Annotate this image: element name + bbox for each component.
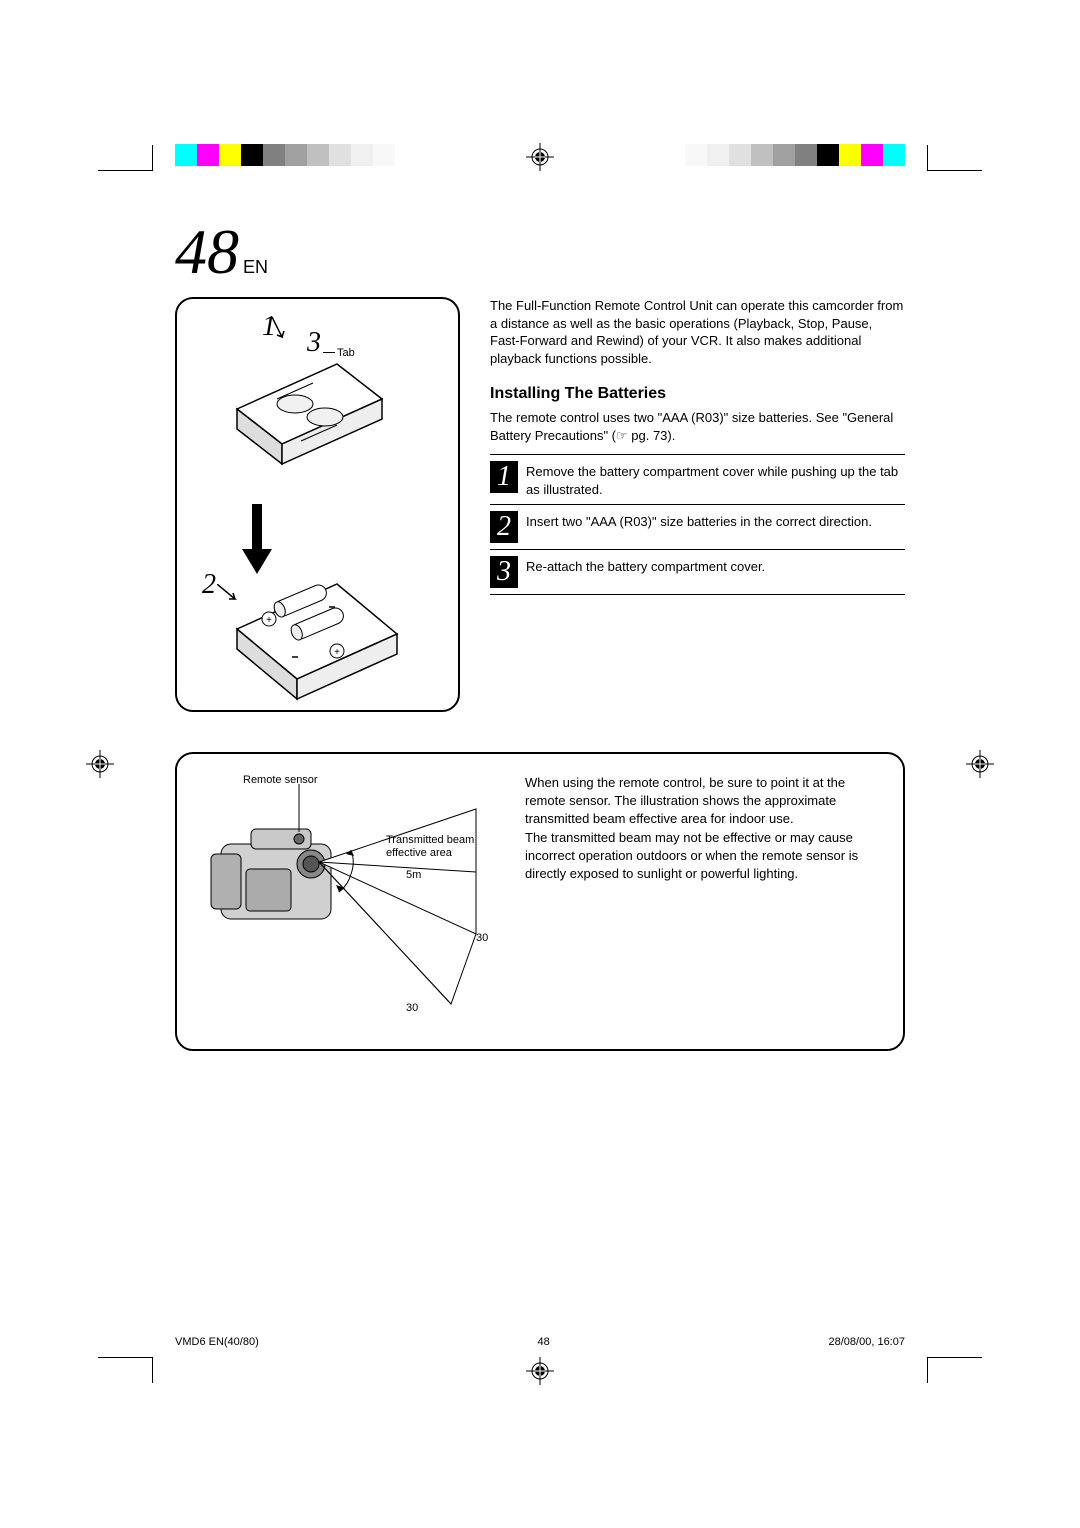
- footer-date: 28/08/00, 16:07: [829, 1336, 905, 1348]
- color-swatch: [241, 144, 263, 166]
- right-column: The Full-Function Remote Control Unit ca…: [490, 297, 905, 712]
- page-number: 48: [175, 215, 239, 289]
- step-row-3: 3 Re-attach the battery compartment cove…: [490, 549, 905, 595]
- color-swatch: [175, 144, 197, 166]
- section-title: Installing The Batteries: [490, 385, 905, 403]
- crop-mark: [927, 145, 928, 170]
- color-swatch: [751, 144, 773, 166]
- footer-doc-id: VMD6 EN(40/80): [175, 1336, 259, 1348]
- crop-mark: [98, 170, 153, 171]
- step-row-2: 2 Insert two "AAA (R03)" size batteries …: [490, 504, 905, 549]
- illustration-step-2: 2: [202, 569, 216, 601]
- color-swatch: [307, 144, 329, 166]
- illustration-step-3: 3: [307, 327, 321, 359]
- registration-mark-top: [526, 143, 554, 171]
- color-swatch: [817, 144, 839, 166]
- tab-label: Tab: [337, 347, 355, 359]
- intro-text: The Full-Function Remote Control Unit ca…: [490, 297, 905, 367]
- step-text-2: Insert two "AAA (R03)" size batteries in…: [526, 511, 872, 531]
- remote-sensor-box: Remote sensor Transmitted beam effective…: [175, 752, 905, 1051]
- color-swatch: [663, 144, 685, 166]
- crop-mark: [152, 145, 153, 170]
- color-swatch: [707, 144, 729, 166]
- page-number-row: 48 EN: [175, 215, 905, 289]
- crop-mark: [98, 1357, 153, 1358]
- step-number-2: 2: [490, 511, 518, 543]
- page-language: EN: [243, 257, 268, 278]
- step-text-3: Re-attach the battery compartment cover.: [526, 556, 765, 576]
- color-swatch: [329, 144, 351, 166]
- step-row-1: 1 Remove the battery compartment cover w…: [490, 454, 905, 504]
- remote-text-2: The transmitted beam may not be effectiv…: [525, 829, 879, 884]
- color-swatch: [685, 144, 707, 166]
- color-swatch: [773, 144, 795, 166]
- remote-sensor-text: When using the remote control, be sure t…: [525, 774, 879, 1029]
- distance-label: 5m: [406, 869, 421, 881]
- crop-mark: [927, 170, 982, 171]
- registration-mark-right: [966, 750, 994, 778]
- remote-text-1: When using the remote control, be sure t…: [525, 774, 879, 829]
- registration-mark-bottom: [526, 1357, 554, 1385]
- color-bar-right: [663, 144, 905, 166]
- crop-mark: [927, 1357, 982, 1358]
- color-swatch: [861, 144, 883, 166]
- color-swatch: [351, 144, 373, 166]
- footer-page: 48: [538, 1336, 550, 1348]
- crop-mark: [152, 1358, 153, 1383]
- color-swatch: [839, 144, 861, 166]
- color-bar-left: [175, 144, 417, 166]
- battery-illustration: + + 1 3 2 Tab: [175, 297, 460, 712]
- beam-label: Transmitted beam effective area: [386, 834, 491, 860]
- angle-label-2: 30: [406, 1002, 418, 1014]
- step-text-1: Remove the battery compartment cover whi…: [526, 461, 905, 498]
- callout-line: [323, 352, 335, 353]
- step-number-1: 1: [490, 461, 518, 493]
- color-swatch: [373, 144, 395, 166]
- color-swatch: [219, 144, 241, 166]
- svg-text:+: +: [266, 615, 272, 626]
- color-swatch: [395, 144, 417, 166]
- crop-mark: [927, 1358, 928, 1383]
- remote-sensor-label: Remote sensor: [243, 774, 318, 786]
- color-swatch: [285, 144, 307, 166]
- color-swatch: [197, 144, 219, 166]
- color-swatch: [263, 144, 285, 166]
- footer: VMD6 EN(40/80) 48 28/08/00, 16:07: [175, 1336, 905, 1348]
- page-content: 48 EN: [175, 215, 905, 1051]
- registration-mark-left: [86, 750, 114, 778]
- color-swatch: [729, 144, 751, 166]
- svg-text:+: +: [334, 647, 340, 658]
- color-swatch: [795, 144, 817, 166]
- remote-sensor-illustration: Remote sensor Transmitted beam effective…: [201, 774, 501, 1029]
- step-number-3: 3: [490, 556, 518, 588]
- angle-label-1: 30: [476, 932, 488, 944]
- color-swatch: [883, 144, 905, 166]
- section-intro: The remote control uses two "AAA (R03)" …: [490, 409, 905, 444]
